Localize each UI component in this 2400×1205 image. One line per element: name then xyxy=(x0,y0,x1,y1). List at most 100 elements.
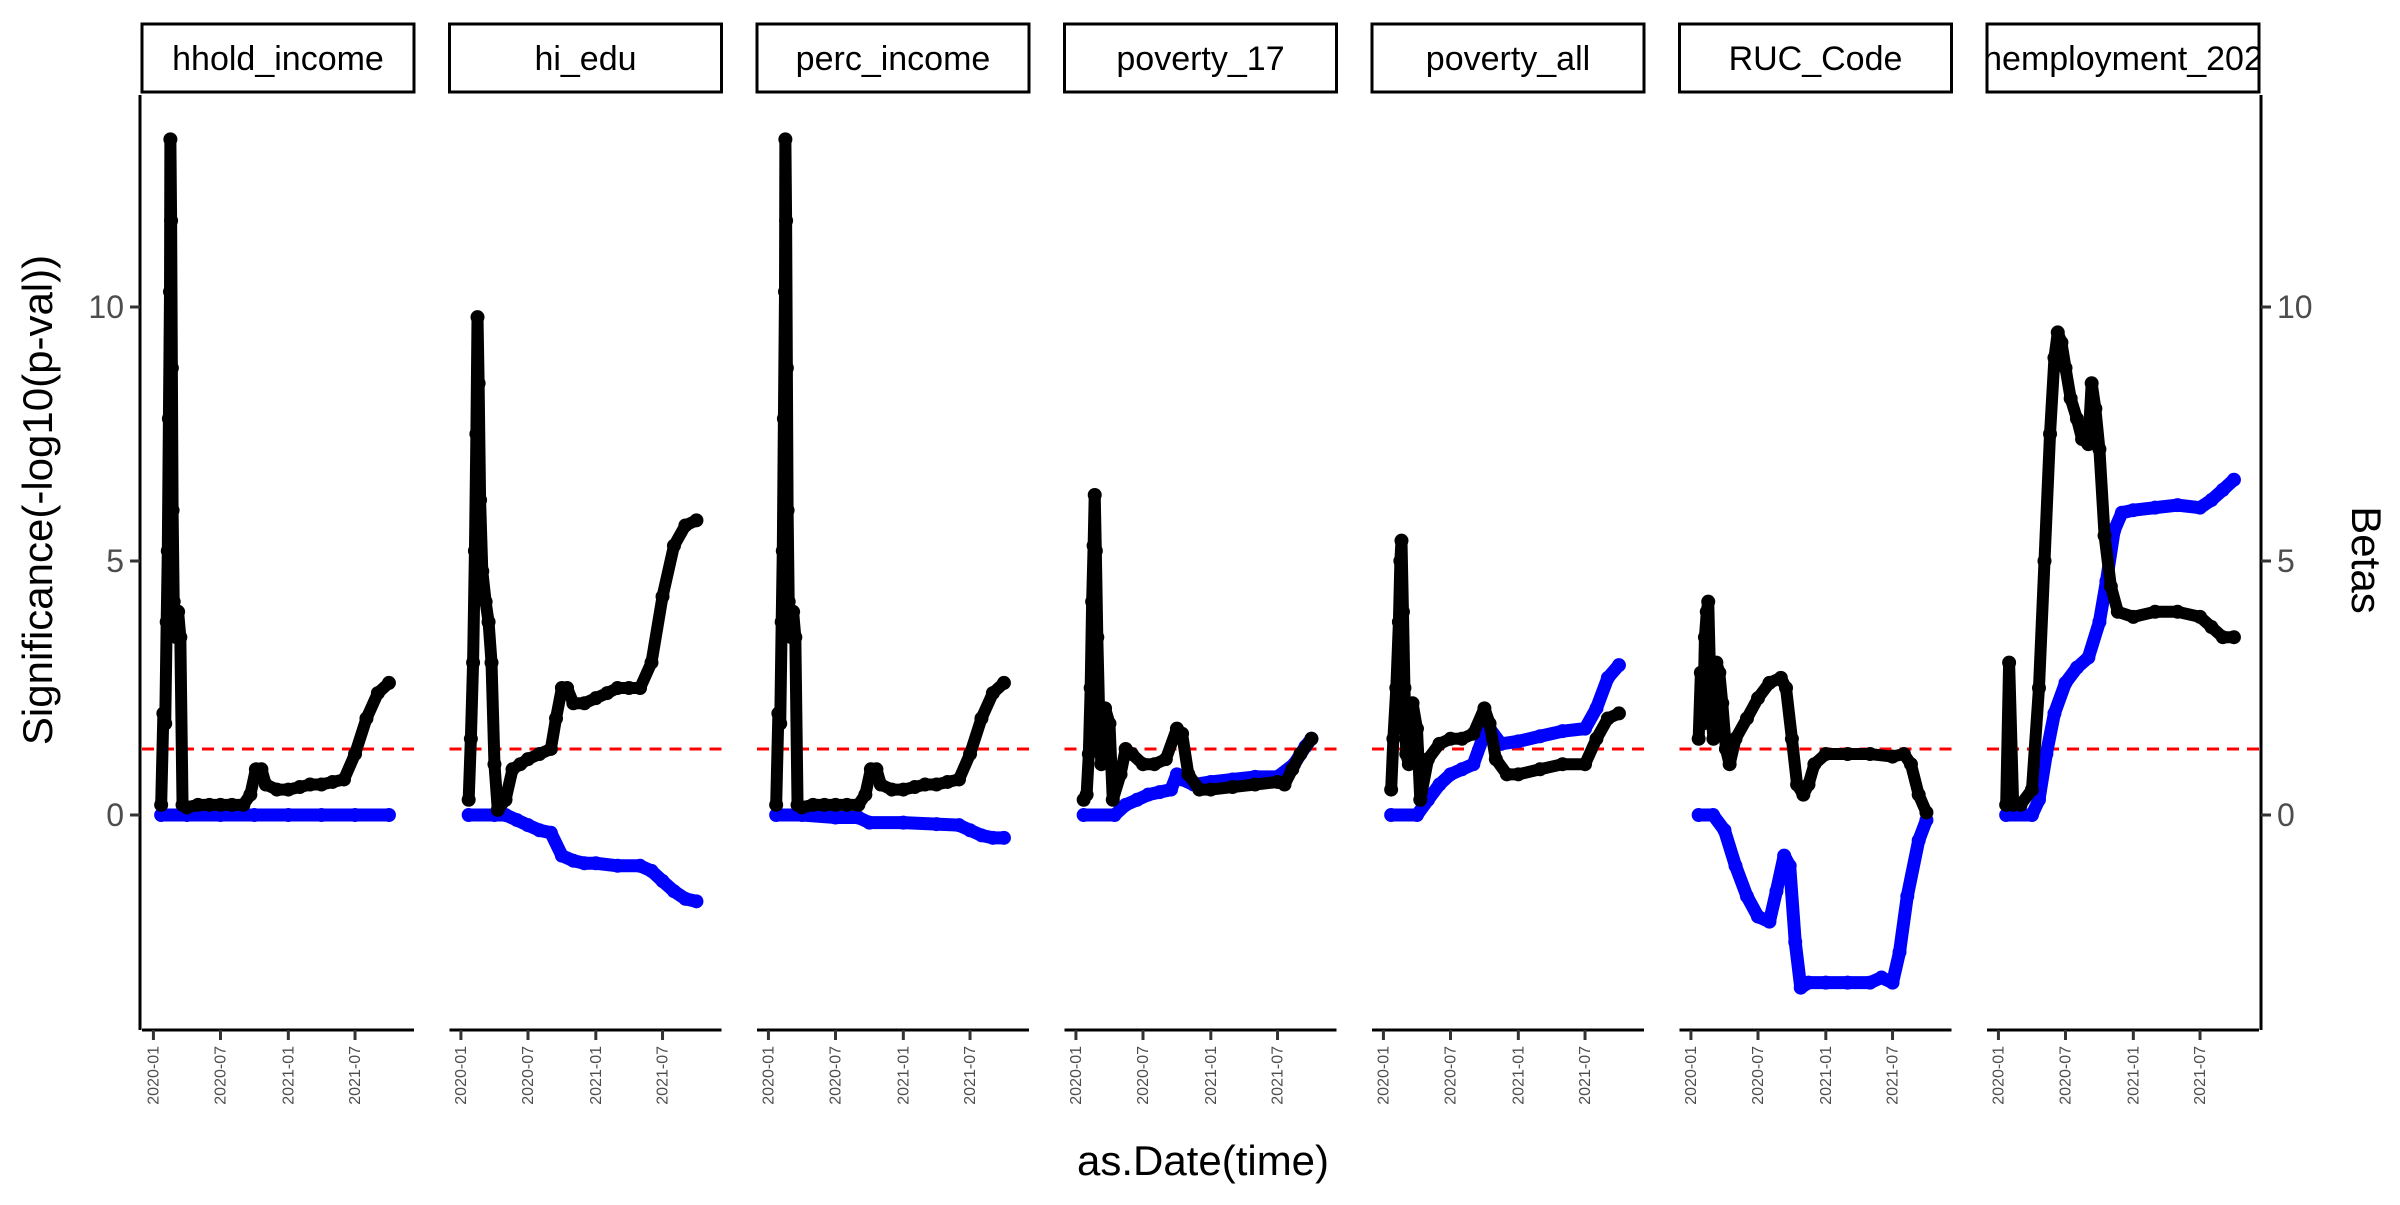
betas-point xyxy=(1717,823,1732,838)
betas-point xyxy=(1840,975,1855,990)
betas-point xyxy=(1769,884,1784,899)
x-tick-label: 2020-01 xyxy=(1375,1046,1392,1105)
significance-point xyxy=(786,604,801,619)
betas-point xyxy=(1788,935,1803,949)
significance-point xyxy=(1088,543,1103,558)
significance-point xyxy=(1589,731,1604,746)
significance-point xyxy=(1790,777,1805,792)
significance-point xyxy=(1454,731,1469,746)
significance-point xyxy=(1751,691,1766,706)
significance-point xyxy=(851,797,866,812)
betas-point xyxy=(348,808,363,822)
facet-strip xyxy=(1370,22,1646,94)
significance-point xyxy=(2063,391,2078,406)
significance-point xyxy=(884,782,899,797)
significance-point xyxy=(1499,767,1514,782)
significance-point xyxy=(1701,594,1716,609)
significance-point xyxy=(1533,762,1548,777)
significance-point xyxy=(1466,726,1481,741)
significance-point xyxy=(1421,752,1436,767)
significance-point xyxy=(471,376,486,391)
betas-point xyxy=(1409,808,1424,822)
significance-point xyxy=(1384,782,1399,797)
significance-point xyxy=(1488,752,1503,767)
x-tick-label: 2020-07 xyxy=(1443,1046,1460,1105)
significance-point xyxy=(1443,731,1458,746)
significance-point xyxy=(778,132,793,147)
y2-tick-label: 0 xyxy=(2277,797,2295,833)
betas-point xyxy=(2081,650,2096,665)
significance-point xyxy=(1085,594,1100,609)
significance-point xyxy=(1728,731,1743,746)
significance-point xyxy=(2084,376,2099,391)
significance-point xyxy=(929,777,944,792)
significance-point xyxy=(828,797,843,812)
betas-point xyxy=(314,808,329,822)
significance-point xyxy=(1578,757,1593,772)
y-axis-title: Significance(-log10(p-val)) xyxy=(14,255,61,745)
significance-point xyxy=(1192,782,1207,797)
betas-point xyxy=(1432,777,1447,792)
significance-point xyxy=(1885,749,1900,764)
betas-point xyxy=(461,808,476,822)
betas-point xyxy=(543,825,558,840)
betas-point xyxy=(2204,493,2219,508)
betas-point xyxy=(862,815,877,830)
significance-point xyxy=(2047,350,2062,365)
x-tick-label: 2021-07 xyxy=(1270,1046,1287,1105)
significance-point xyxy=(179,800,194,815)
significance-point xyxy=(164,360,179,375)
betas-point xyxy=(1706,808,1721,822)
significance-point xyxy=(1395,604,1410,619)
betas-point xyxy=(1107,808,1122,822)
significance-point xyxy=(470,310,485,325)
x-tick-label: 2020-07 xyxy=(213,1046,230,1105)
significance-point xyxy=(1113,767,1128,782)
significance-point xyxy=(1386,731,1401,746)
significance-point xyxy=(1401,757,1416,772)
facet-strip-label: hhold_income xyxy=(172,40,384,78)
significance-point xyxy=(858,787,873,802)
y2-tick-label: 5 xyxy=(2277,543,2295,579)
significance-point xyxy=(776,411,791,426)
significance-point xyxy=(1600,711,1615,726)
facet-strip xyxy=(755,22,1031,94)
significance-point xyxy=(224,797,239,812)
significance-point xyxy=(359,711,374,726)
x-tick-label: 2021-07 xyxy=(655,1046,672,1105)
x-tick-label: 2021-01 xyxy=(1818,1046,1835,1105)
significance-point xyxy=(666,538,681,553)
facet-strip-label: poverty_all xyxy=(1426,40,1590,78)
significance-point xyxy=(918,777,933,792)
significance-point xyxy=(159,614,174,629)
significance-point xyxy=(2110,604,2125,619)
betas-point xyxy=(1782,858,1797,873)
significance-point xyxy=(1722,757,1737,772)
facet-strip-label: unemployment_2020 xyxy=(1964,40,2282,78)
significance-point xyxy=(1704,706,1719,721)
significance-point xyxy=(469,427,484,441)
significance-point xyxy=(779,360,794,375)
betas-point xyxy=(1801,975,1816,990)
significance-point xyxy=(1181,767,1196,782)
x-tick-label: 2020-07 xyxy=(2058,1046,2075,1105)
significance-point xyxy=(2204,620,2219,635)
betas-point xyxy=(381,808,396,822)
significance-point xyxy=(202,797,217,812)
significance-point xyxy=(2226,630,2241,645)
significance-point xyxy=(2170,604,2185,619)
betas-point xyxy=(1691,808,1706,822)
significance-point xyxy=(2126,609,2141,624)
significance-point xyxy=(1094,757,1109,772)
betas-point xyxy=(213,808,228,822)
significance-point xyxy=(487,757,502,772)
betas-point xyxy=(2047,706,2062,721)
betas-point xyxy=(1728,858,1743,873)
significance-point xyxy=(963,747,978,762)
betas-point xyxy=(1511,734,1526,749)
y-tick-label: 10 xyxy=(88,289,124,325)
significance-point xyxy=(1477,701,1492,716)
significance-point xyxy=(560,681,575,695)
betas-point xyxy=(644,863,659,878)
significance-point xyxy=(258,777,273,792)
